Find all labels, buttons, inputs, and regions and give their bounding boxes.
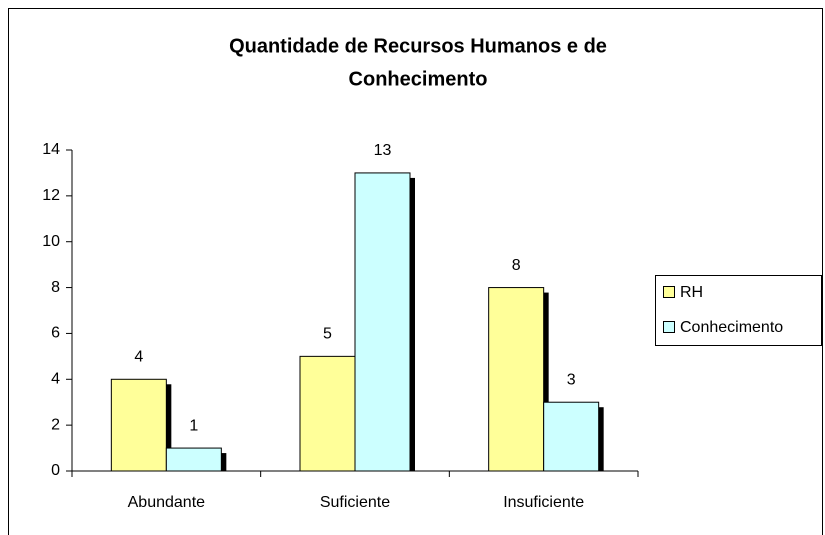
bar bbox=[543, 401, 600, 472]
bar bbox=[354, 172, 411, 472]
bar bbox=[165, 447, 222, 472]
data-label: 4 bbox=[134, 349, 143, 366]
x-tick-label: Suficiente bbox=[320, 494, 390, 511]
y-tick-label: 10 bbox=[42, 233, 60, 250]
bar bbox=[110, 378, 167, 472]
legend-label: RH bbox=[680, 284, 703, 301]
y-tick-label: 4 bbox=[51, 371, 60, 388]
chart-title: Conhecimento bbox=[349, 68, 488, 90]
legend-swatch bbox=[663, 286, 675, 298]
bar bbox=[299, 355, 356, 472]
legend-label: Conhecimento bbox=[680, 319, 783, 336]
chart-title: Quantidade de Recursos Humanos e de bbox=[229, 35, 607, 57]
data-label: 8 bbox=[512, 257, 521, 274]
data-label: 1 bbox=[189, 417, 198, 434]
bar bbox=[488, 287, 545, 472]
y-tick-label: 14 bbox=[42, 141, 60, 158]
x-tick-label: Abundante bbox=[128, 494, 206, 511]
y-tick-label: 12 bbox=[42, 187, 60, 204]
y-tick-label: 6 bbox=[51, 325, 60, 342]
data-label: 13 bbox=[374, 142, 392, 159]
data-label: 3 bbox=[567, 371, 576, 388]
legend-swatch bbox=[663, 321, 675, 333]
y-tick-label: 0 bbox=[51, 462, 60, 479]
data-label: 5 bbox=[323, 326, 332, 343]
y-tick-label: 8 bbox=[51, 279, 60, 296]
legend bbox=[655, 275, 822, 346]
y-tick-label: 2 bbox=[51, 416, 60, 433]
x-tick-label: Insuficiente bbox=[503, 494, 584, 511]
